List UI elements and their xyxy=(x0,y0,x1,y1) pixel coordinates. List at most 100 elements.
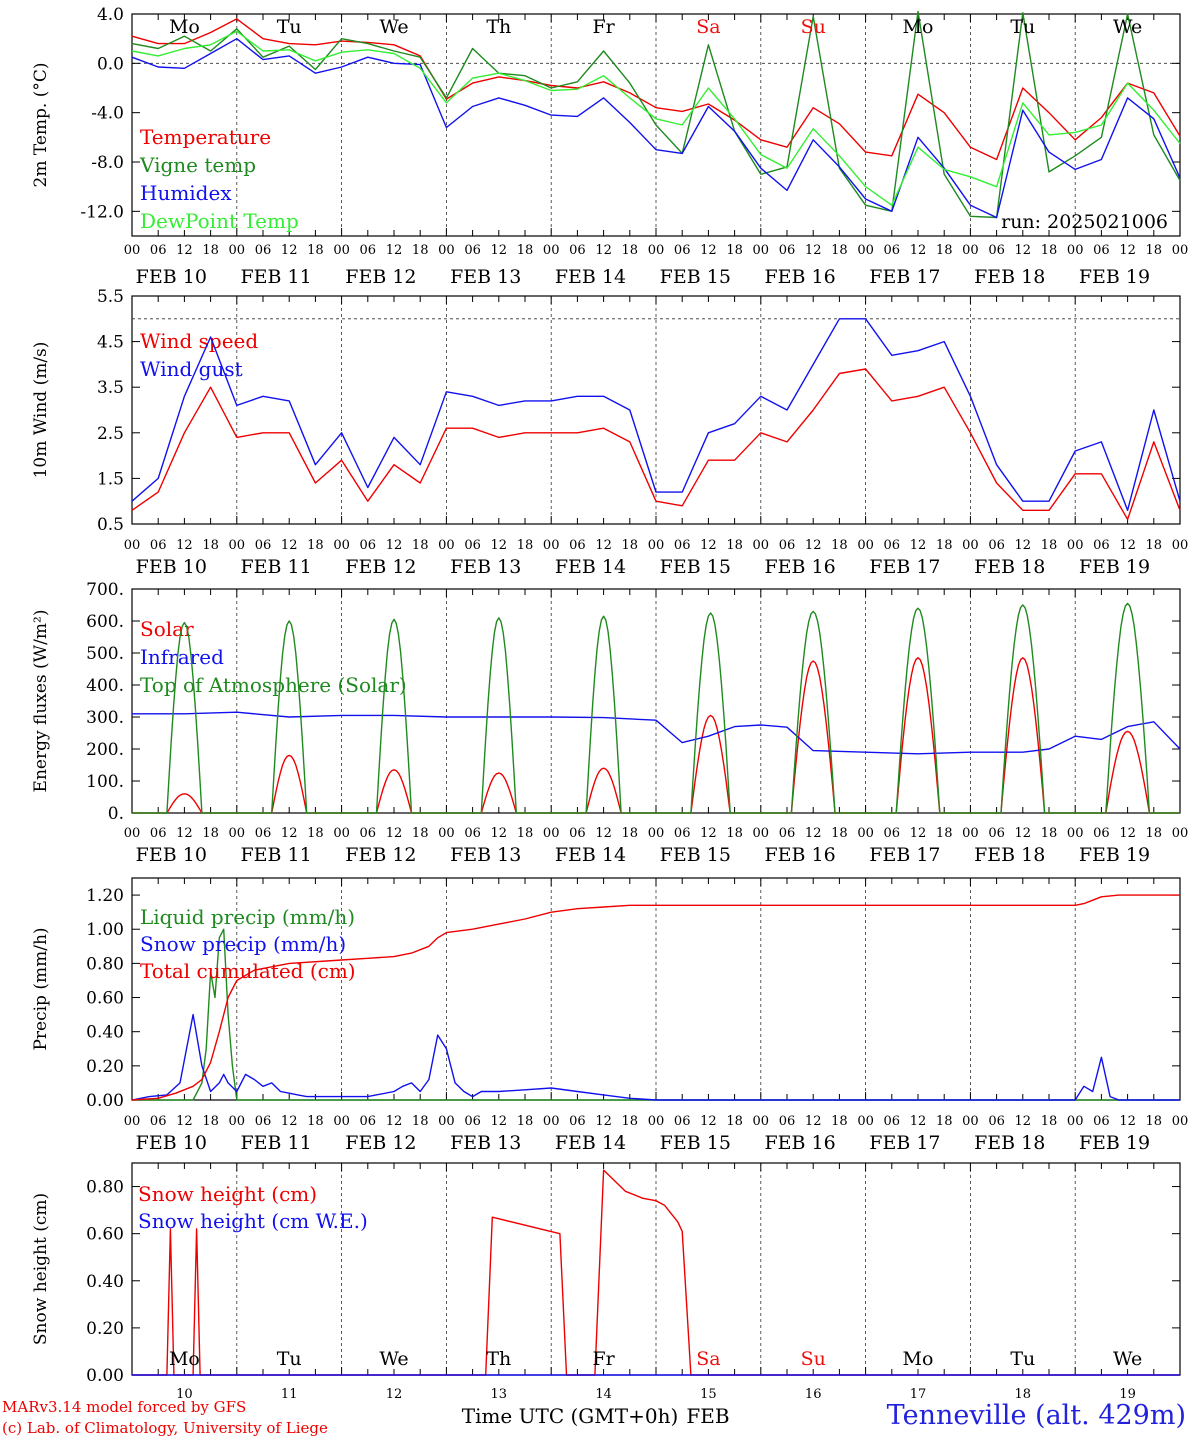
x-tick-label: 12 xyxy=(386,538,403,553)
legend-entry: Snow height (cm) xyxy=(138,1182,317,1206)
x-tick-label: 06 xyxy=(569,538,586,553)
x-tick-label: 18 xyxy=(622,826,639,841)
weekday-label: Sa xyxy=(696,1348,720,1370)
day-label: FEB 17 xyxy=(869,266,940,288)
x-tick-label: 00 xyxy=(857,1114,874,1129)
x-tick-label: 06 xyxy=(674,243,691,258)
x-tick-label: 06 xyxy=(779,243,796,258)
day-label: FEB 14 xyxy=(555,266,626,288)
model-credit: MARv3.14 model forced by GFS xyxy=(2,1398,247,1416)
x-tick-label: 12 xyxy=(595,1114,612,1129)
weekday-label: Th xyxy=(486,1348,511,1370)
x-tick-label: 12 xyxy=(805,538,822,553)
x-tick-label: 06 xyxy=(779,1114,796,1129)
x-tick-label: 12 xyxy=(700,538,717,553)
series-line-infrared xyxy=(132,711,1181,755)
x-tick-label: 06 xyxy=(1093,538,1110,553)
legend-entry: Infrared xyxy=(140,645,224,669)
x-tick-label: 00 xyxy=(753,538,770,553)
x-tick-label: 06 xyxy=(255,826,272,841)
x-tick-label: 18 xyxy=(202,538,219,553)
day-number-label: 18 xyxy=(1015,1387,1032,1402)
x-tick-label: 12 xyxy=(386,826,403,841)
y-tick-label: 700. xyxy=(86,580,124,600)
x-tick-label: 00 xyxy=(543,826,560,841)
lab-credit: (c) Lab. of Climatology, University of L… xyxy=(2,1419,328,1437)
legend-entry: Wind speed xyxy=(140,329,258,353)
x-tick-label: 06 xyxy=(674,1114,691,1129)
x-tick-label: 12 xyxy=(386,1114,403,1129)
x-tick-label: 00 xyxy=(648,1114,665,1129)
x-tick-label: 18 xyxy=(831,826,848,841)
x-tick-label: 06 xyxy=(674,538,691,553)
y-tick-label: 4.0 xyxy=(97,5,124,25)
y-axis-title: Precip (mm/h) xyxy=(31,927,51,1050)
x-tick-label: 06 xyxy=(150,243,167,258)
x-tick-label: 06 xyxy=(569,1114,586,1129)
x-tick-label: 00 xyxy=(438,243,455,258)
legend-entry: Solar xyxy=(140,617,194,641)
x-tick-label: 12 xyxy=(1119,538,1136,553)
x-tick-label: 06 xyxy=(255,243,272,258)
x-tick-label: 00 xyxy=(648,538,665,553)
day-label: FEB 13 xyxy=(450,844,521,866)
x-tick-label: 00 xyxy=(1067,826,1084,841)
day-number-label: 14 xyxy=(595,1387,612,1402)
x-tick-label: 00 xyxy=(229,826,246,841)
x-tick-label: 12 xyxy=(805,826,822,841)
series-line-top-of-atmosphere-solar xyxy=(132,602,1180,814)
day-label: FEB 19 xyxy=(1079,556,1150,578)
x-tick-label: 12 xyxy=(281,826,298,841)
x-tick-label: 18 xyxy=(1041,538,1058,553)
day-label: FEB 17 xyxy=(869,1132,940,1154)
day-label: FEB 14 xyxy=(555,556,626,578)
x-tick-label: 12 xyxy=(910,1114,927,1129)
x-tick-label: 18 xyxy=(726,538,743,553)
x-tick-label: 06 xyxy=(150,538,167,553)
legend-entry: DewPoint Temp xyxy=(140,209,299,233)
weekday-label: Tu xyxy=(277,1348,302,1370)
x-tick-label: 12 xyxy=(491,1114,508,1129)
legend-entry: Liquid precip (mm/h) xyxy=(140,905,355,929)
x-tick-label: 06 xyxy=(884,1114,901,1129)
day-label: FEB 14 xyxy=(555,844,626,866)
series-line-wind-speed xyxy=(131,368,1181,521)
day-label: FEB 10 xyxy=(136,556,207,578)
x-tick-label: 00 xyxy=(543,538,560,553)
weekday-label: Mo xyxy=(903,1348,934,1370)
x-tick-label: 18 xyxy=(726,243,743,258)
x-tick-label: 00 xyxy=(333,1114,350,1129)
x-tick-label: 06 xyxy=(884,538,901,553)
x-tick-label: 00 xyxy=(962,1114,979,1129)
y-tick-label: -4.0 xyxy=(91,104,124,124)
x-tick-label: 18 xyxy=(726,1114,743,1129)
x-tick-label: 12 xyxy=(491,243,508,258)
x-tick-label: 06 xyxy=(988,826,1005,841)
series-line-total-cumulated-cm xyxy=(131,894,1180,1101)
x-tick-label: 06 xyxy=(464,1114,481,1129)
x-tick-label: 00 xyxy=(438,538,455,553)
x-tick-label: 00 xyxy=(1172,538,1189,553)
day-label: FEB 18 xyxy=(974,266,1045,288)
x-tick-label: 12 xyxy=(281,243,298,258)
day-label: FEB 16 xyxy=(764,844,835,866)
x-tick-label: 12 xyxy=(1015,1114,1032,1129)
y-tick-label: 4.5 xyxy=(97,333,124,353)
x-tick-label: 12 xyxy=(910,538,927,553)
day-label: FEB 18 xyxy=(974,844,1045,866)
x-tick-label: 18 xyxy=(831,1114,848,1129)
day-number-label: 15 xyxy=(700,1387,717,1402)
x-tick-label: 00 xyxy=(229,538,246,553)
series-line-liquid-precip-mm-h xyxy=(132,928,1180,1101)
x-tick-label: 06 xyxy=(464,538,481,553)
y-axis-title: 2m Temp. (°C) xyxy=(31,62,51,187)
x-tick-label: 00 xyxy=(857,538,874,553)
day-label: FEB 14 xyxy=(555,1132,626,1154)
day-label: FEB 10 xyxy=(136,844,207,866)
day-number-label: 10 xyxy=(176,1387,193,1402)
day-label: FEB 15 xyxy=(660,556,731,578)
day-label: FEB 11 xyxy=(240,266,311,288)
x-tick-label: 00 xyxy=(1067,538,1084,553)
x-tick-label: 18 xyxy=(831,538,848,553)
day-label: FEB 18 xyxy=(974,1132,1045,1154)
